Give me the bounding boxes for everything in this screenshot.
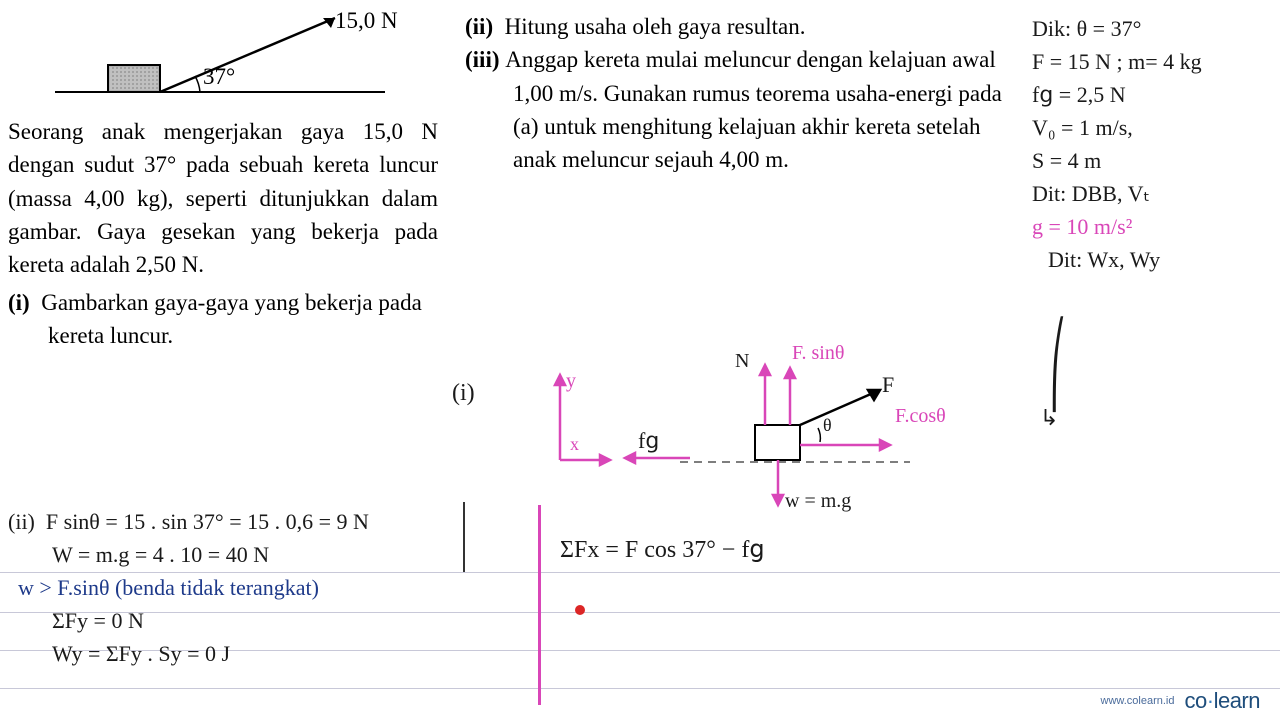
given-force: F = 15 N ; m= 4 kg	[1032, 45, 1272, 78]
weight-label: w = m.g	[785, 490, 851, 513]
free-body-diagram: (i) y x f𝗀 N F. sinθ F θ F.cosθ w = m.g	[530, 350, 950, 520]
item-i-text: Gambarkan gaya-gaya yang bekerja pada ke…	[41, 290, 422, 348]
calc-ii-line5: Wy = ΣFy . Sy = 0 J	[8, 637, 528, 670]
force-diagram: 15,0 N 37°	[55, 10, 415, 110]
calc-ii-line1: F sinθ = 15 . sin 37° = 15 . 0,6 = 9 N	[46, 509, 369, 534]
logo-part-b: learn	[1214, 688, 1260, 713]
normal-force-label: N	[735, 350, 749, 373]
divider-vertical	[538, 505, 541, 705]
calc-section-fx: ΣFx = F cos 37° − f𝗀	[560, 535, 960, 564]
footer-url: www.colearn.id	[1101, 695, 1175, 707]
fsin-label: F. sinθ	[792, 342, 844, 365]
dik-label: Dik:	[1032, 16, 1071, 41]
bracket-icon: ⎛	[1050, 318, 1066, 412]
item-iii-number: (iii)	[465, 47, 500, 72]
logo-dot: ·	[1207, 688, 1214, 713]
calc-ii-label: (ii)	[8, 509, 35, 534]
answer-i-label: (i)	[452, 380, 475, 407]
problem-text-right: (ii) Hitung usaha oleh gaya resul­tan. (…	[465, 10, 1025, 177]
item-ii-text: Hitung usaha oleh gaya resul­tan.	[505, 14, 806, 39]
item-i-number: (i)	[8, 290, 30, 315]
fcos-label: F.cosθ	[895, 405, 946, 428]
force-magnitude: 15,0 N	[335, 8, 398, 34]
given-theta: θ = 37°	[1077, 16, 1142, 41]
dit-label: Dit: DBB, Vₜ	[1032, 177, 1272, 210]
pointer-dot-icon	[575, 605, 585, 615]
problem-text-left: Seorang anak mengerjakan gaya 15,0 N den…	[8, 115, 438, 352]
dit2-label: Dit: Wx, Wy	[1048, 243, 1272, 276]
footer-logo: co·learn	[1185, 688, 1261, 714]
item-iii-text: Anggap kereta mulai meluncur dengan kela…	[505, 47, 1002, 172]
axis-y-label: y	[566, 370, 576, 393]
calc-fx-line1: ΣFx = F cos 37° − f𝗀	[560, 535, 960, 564]
given-v0: V₀ = 1 m/s,	[1032, 111, 1272, 144]
footer: www.colearn.id co·learn	[1101, 688, 1260, 714]
calc-ii-line4: ΣFy = 0 N	[8, 604, 528, 637]
angle-label: 37°	[203, 64, 235, 90]
item-ii-number: (ii)	[465, 14, 493, 39]
given-data: Dik: θ = 37° F = 15 N ; m= 4 kg f𝗀 = 2,5…	[1032, 12, 1272, 276]
calc-ii-line3: w > F.sinθ (benda tidak terangkat)	[8, 571, 528, 604]
ruled-line	[0, 688, 1280, 689]
given-friction: f𝗀 = 2,5 N	[1032, 78, 1272, 111]
calc-section-ii: (ii) F sinθ = 15 . sin 37° = 15 . 0,6 = …	[8, 505, 528, 670]
force-f-label: F	[882, 372, 894, 398]
given-s: S = 4 m	[1032, 144, 1272, 177]
arrow-icon: ↳	[1040, 405, 1058, 431]
friction-label: f𝗀	[638, 428, 659, 454]
divider-short	[463, 502, 465, 572]
given-g: g = 10 m/s²	[1032, 210, 1272, 243]
theta-label: θ	[823, 415, 832, 436]
problem-paragraph: Seorang anak mengerjakan gaya 15,0 N den…	[8, 115, 438, 282]
calc-ii-line2: W = m.g = 4 . 10 = 40 N	[8, 538, 528, 571]
axis-x-label: x	[570, 434, 579, 455]
logo-part-a: co	[1185, 688, 1207, 713]
